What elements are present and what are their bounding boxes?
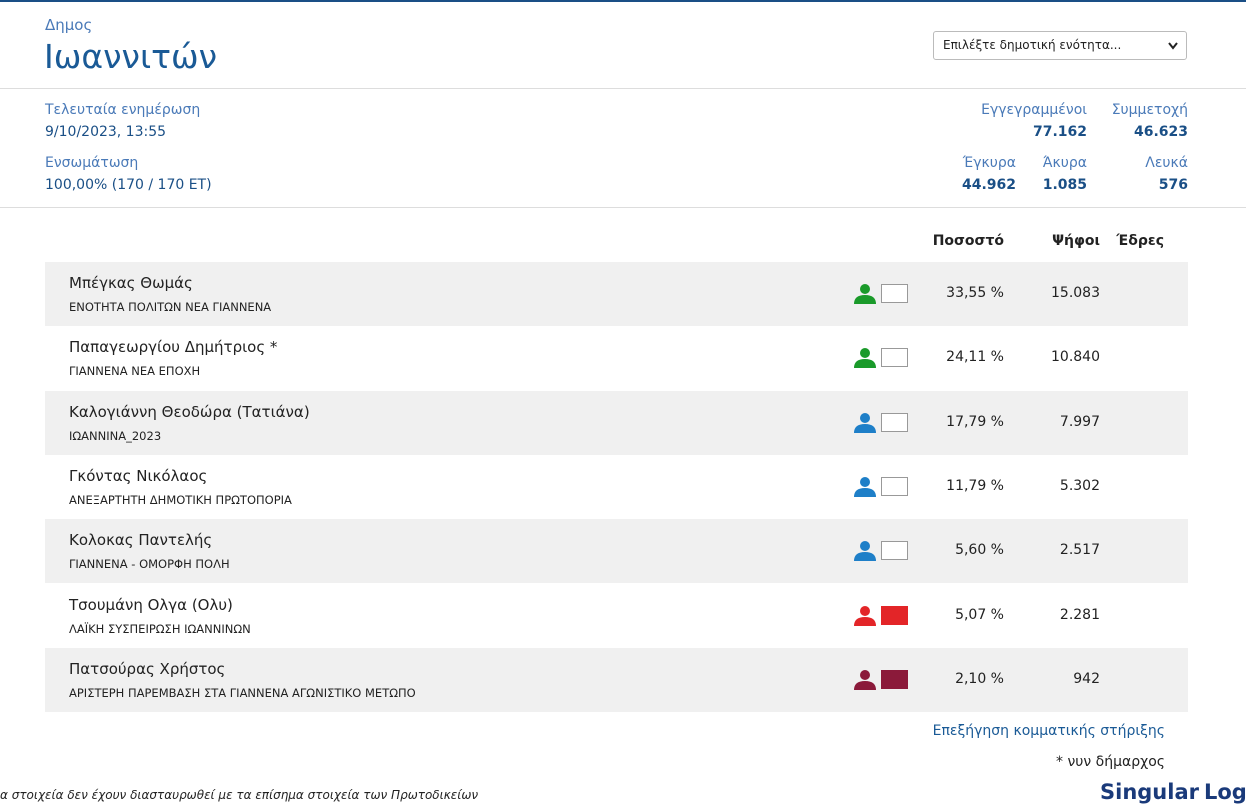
stat-value: 1.085 [1042, 177, 1087, 193]
party-box [881, 348, 908, 368]
icon-head [860, 412, 870, 423]
stat-value: 44.962 [961, 177, 1016, 193]
votes: 2.517 [1059, 542, 1100, 559]
icon-body [854, 616, 876, 626]
support-icon [854, 412, 876, 433]
unit-select[interactable]: Επιλέξτε δημοτική ενότητα... [933, 31, 1187, 60]
logo: SingularLogic [1100, 780, 1246, 804]
icon-body [854, 552, 876, 562]
icon-head [860, 284, 870, 294]
disclaimer: α στοιχεία δεν έχουν διασταυρωθεί με τα … [0, 788, 479, 802]
support-icon [854, 476, 876, 497]
stat-label: Τελευταία ενημέρωση [45, 102, 201, 118]
candidate-name: Καλογιάννη Θεοδώρα (Τατιάνα) [69, 402, 310, 421]
percent: 2,10 % [955, 670, 1004, 687]
icon-head [860, 541, 870, 552]
candidate-name: Τσουμάνη Ολγα (Ολυ) [69, 595, 233, 614]
logo-part: Singular [1100, 780, 1199, 804]
icon-body [854, 487, 876, 497]
result-row: Πατσούρας Χρήστος ΑΡΙΣΤΕΡΗ ΠΑΡΕΜΒΑΣΗ ΣΤΑ … [45, 647, 1188, 712]
result-row: Γκόντας Νικόλαος ΑΝΕΞΑΡΤΗΤΗ ΔΗΜΟΤΙΚΗ ΠΡΩΤ… [45, 454, 1188, 519]
note: * νυν δήμαρχος [1056, 754, 1165, 770]
percent: 33,55 % [946, 285, 1004, 301]
percent: 5,07 % [955, 606, 1004, 623]
divider [0, 88, 1246, 89]
party-box [881, 412, 908, 432]
party-name: ΛΑΪΚΗ ΣΥΣΠΕΙΡΩΣΗ ΙΩΑΝΝΙΝΩΝ [69, 621, 251, 636]
party-box [881, 541, 908, 561]
icon-body [854, 295, 876, 304]
percent: 11,79 % [946, 477, 1004, 494]
logo-part: Logic [1203, 780, 1246, 804]
party-name: ΑΡΙΣΤΕΡΗ ΠΑΡΕΜΒΑΣΗ ΣΤΑ ΓΙΑΝΝΕΝΑ ΑΓΩΝΙΣΤΙ… [69, 685, 416, 700]
result-row: Μπέγκας Θωμάς ΕΝΟΤΗΤΑ ΠΟΛΙΤΩΝ ΝΕΑ ΓΙΑΝΝΕΝ… [45, 262, 1188, 326]
stat-value: 576 [1158, 177, 1188, 193]
stat-label: Συμμετοχή [1111, 102, 1188, 118]
votes: 15.083 [1051, 285, 1100, 301]
support-icon [854, 284, 876, 304]
percent: 5,60 % [955, 542, 1004, 559]
votes: 7.997 [1059, 413, 1100, 430]
party-name: ΑΝΕΞΑΡΤΗΤΗ ΔΗΜΟΤΙΚΗ ΠΡΩΤΟΠΟΡΙΑ [69, 492, 292, 507]
candidate-name: Πατσούρας Χρήστος [69, 659, 226, 678]
column-header: Ποσοστό [932, 233, 1004, 249]
column-header: Έδρες [1116, 233, 1164, 249]
result-row: Τσουμάνη Ολγα (Ολυ) ΛΑΪΚΗ ΣΥΣΠΕΙΡΩΣΗ ΙΩΑΝ… [45, 583, 1188, 648]
top-bar [0, 0, 1246, 2]
party-name: ΕΝΟΤΗΤΑ ΠΟΛΙΤΩΝ ΝΕΑ ΓΙΑΝΝΕΝΑ [69, 300, 272, 314]
support-link[interactable]: Επεξήγηση κομματικής στήριξης [932, 723, 1165, 739]
candidate-name: Μπέγκας Θωμάς [69, 274, 193, 292]
stat-label: Ενσωμάτωση [45, 155, 139, 171]
candidate-name: Παπαγεωργίου Δημήτριος * [69, 338, 278, 357]
icon-head [860, 348, 870, 359]
percent: 24,11 % [946, 349, 1004, 366]
select-text: Επιλέξτε δημοτική ενότητα... [943, 38, 1122, 52]
stat-label: Λευκά [1145, 155, 1188, 171]
stat-label: Εγγεγραμμένοι [981, 102, 1087, 118]
result-row: Παπαγεωργίου Δημήτριος * ΓΙΑΝΝΕΝΑ ΝΕΑ ΕΠΟ… [45, 326, 1188, 391]
icon-body [854, 423, 876, 433]
votes: 942 [1073, 670, 1100, 687]
votes: 10.840 [1051, 349, 1100, 366]
icon-head [860, 669, 870, 680]
stat-label: Έγκυρα [962, 155, 1016, 171]
percent: 17,79 % [946, 413, 1004, 430]
party-box [881, 476, 908, 496]
stat-label: Άκυρα [1042, 155, 1087, 171]
party-box [881, 284, 908, 303]
stat-value: 77.162 [1032, 124, 1087, 140]
party-box [881, 669, 908, 689]
support-icon [854, 605, 876, 626]
votes: 5.302 [1059, 477, 1100, 494]
candidate-name: Γκόντας Νικόλαος [69, 466, 208, 485]
candidate-name: Κολοκας Παντελής [69, 531, 213, 550]
icon-body [854, 359, 876, 369]
party-box [881, 605, 908, 625]
party-name: ΓΙΑΝΝΕΝΑ - ΟΜΟΡΦΗ ΠΟΛΗ [69, 557, 230, 572]
icon-body [854, 680, 876, 690]
party-name: ΓΙΑΝΝΕΝΑ ΝΕΑ ΕΠΟΧΗ [69, 364, 201, 379]
result-row: Κολοκας Παντελής ΓΙΑΝΝΕΝΑ - ΟΜΟΡΦΗ ΠΟΛΗ 5,… [45, 519, 1188, 584]
select-arrow [1168, 42, 1178, 50]
municipality-label: Δημος [45, 16, 93, 34]
result-row: Καλογιάννη Θεοδώρα (Τατιάνα) ΙΩΑΝΝΙΝΑ_202… [45, 390, 1188, 455]
icon-head [860, 476, 870, 487]
support-icon [854, 669, 876, 690]
stat-value: 100,00% (170 / 170 ΕΤ) [45, 177, 212, 193]
divider [0, 207, 1246, 208]
support-icon [854, 541, 876, 562]
support-icon [854, 348, 876, 369]
column-header: Ψήφοι [1052, 233, 1100, 249]
party-name: ΙΩΑΝΝΙΝΑ_2023 [69, 428, 162, 443]
municipality-title: Ιωαννιτών [44, 37, 218, 76]
stat-value: 46.623 [1133, 124, 1188, 140]
icon-head [860, 605, 870, 616]
stat-value: 9/10/2023, 13:55 [45, 124, 167, 140]
votes: 2.281 [1059, 606, 1100, 623]
